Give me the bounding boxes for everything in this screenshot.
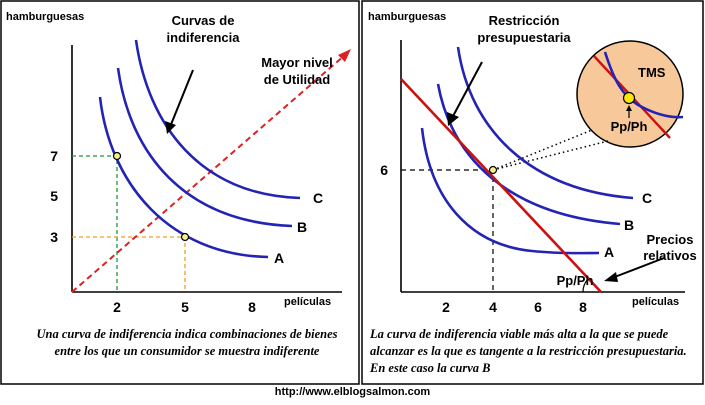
prices-label-line2: relativos [643, 248, 696, 263]
prices-pointer-line [611, 257, 665, 279]
curves-title-line1: Curvas de [172, 13, 235, 28]
left-x-tick-2: 2 [113, 299, 121, 315]
left-panel: hamburguesas películas Curvas de indifer… [6, 11, 351, 315]
right-caption: La curva de indiferencia viable más alta… [370, 327, 687, 375]
right-curve-b [436, 83, 621, 226]
utility-label-line2: de Utilidad [264, 72, 331, 87]
curves-pointer-head [165, 121, 176, 134]
zoom-tangency-point [622, 91, 636, 105]
budget-constraint-line [400, 78, 602, 293]
left-curve-label-c: C [313, 190, 323, 206]
left-x-axis-label: películas [284, 296, 331, 308]
left-y-tick-3: 3 [50, 229, 58, 245]
zoom-connector-bottom [492, 140, 609, 171]
left-x-tick-8: 8 [248, 299, 256, 315]
left-caption: Una curva de indiferencia indica combina… [36, 327, 338, 358]
right-y-axis-label: hamburguesas [368, 11, 446, 23]
footer-url: http://www.elblogsalmon.com [274, 386, 431, 398]
right-curve-c [456, 46, 634, 200]
zoom-ratio-pointer-head [626, 105, 632, 111]
budget-pointer-head [447, 112, 459, 126]
right-x-tick-6: 6 [534, 299, 542, 315]
curves-title-line2: indiferencia [167, 30, 241, 45]
prices-pointer-head [604, 272, 618, 282]
curves-pointer-line [169, 69, 194, 128]
angle-ratio-label: Pp/Ph [557, 273, 594, 288]
tangency-guide-lines [401, 169, 494, 292]
left-y-tick-7: 7 [50, 148, 58, 164]
right-curve-label-c: C [642, 190, 652, 206]
budget-pointer-line [451, 61, 483, 119]
right-x-tick-4: 4 [489, 299, 497, 315]
left-point-2-7 [112, 151, 122, 161]
right-x-axis-label: películas [632, 296, 679, 308]
left-panel-frame [0, 0, 360, 385]
budget-title-line2: presupuestaria [477, 30, 571, 45]
tms-label: TMS [638, 65, 666, 80]
utility-label-line1: Mayor nivel [261, 55, 333, 70]
left-y-axis-label: hamburguesas [6, 11, 84, 23]
zoom-ratio-label: Pp/Ph [611, 119, 648, 134]
left-curve-c [134, 39, 301, 200]
prices-label-line1: Precios [647, 232, 694, 247]
right-x-tick-8: 8 [579, 299, 587, 315]
left-curve-a [98, 96, 269, 259]
price-ratio-angle-arc [582, 278, 589, 293]
left-point-5-3 [180, 232, 190, 242]
utility-arrowhead [338, 49, 351, 62]
orange-guide-lines [72, 236, 186, 292]
tangency-point [488, 165, 498, 175]
right-x-tick-2: 2 [442, 299, 450, 315]
right-curve-a [420, 127, 600, 255]
right-panel: hamburguesas películas Restricción presu… [368, 11, 697, 315]
budget-title-line1: Restricción [489, 13, 560, 28]
left-x-tick-5: 5 [181, 299, 189, 315]
left-curve-label-b: B [297, 219, 307, 235]
zoom-curve [603, 51, 684, 119]
utility-direction-arrow [71, 54, 346, 293]
right-curve-label-a: A [604, 244, 614, 260]
left-curve-b [116, 67, 293, 228]
right-curve-label-b: B [624, 217, 634, 233]
zoom-connector-top [492, 129, 593, 171]
right-panel-frame [361, 0, 704, 385]
left-y-tick-5: 5 [50, 188, 58, 204]
left-curve-label-a: A [274, 250, 284, 266]
right-y-tick-6: 6 [380, 162, 388, 178]
